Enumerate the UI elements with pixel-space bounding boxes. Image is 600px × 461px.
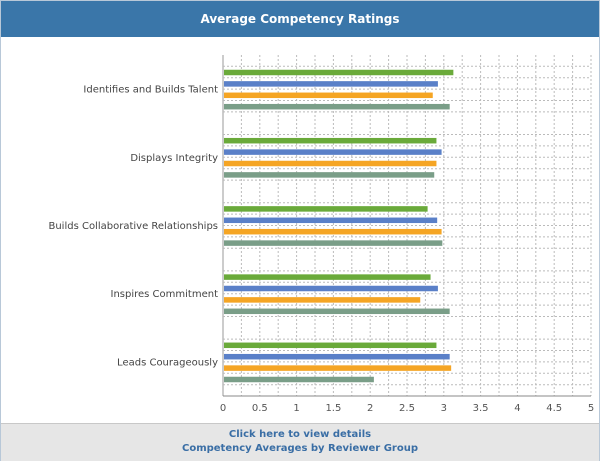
bar bbox=[224, 69, 454, 76]
bar bbox=[224, 103, 450, 110]
x-tick-label: 0 bbox=[220, 403, 226, 414]
view-details-link[interactable]: Click here to view details bbox=[228, 429, 372, 440]
category-label: Leads Courageously bbox=[117, 357, 218, 368]
bar bbox=[224, 342, 437, 349]
x-tick-label: 2 bbox=[367, 403, 373, 414]
bar bbox=[224, 172, 435, 178]
x-tick-label: 1.5 bbox=[325, 403, 341, 414]
x-tick-label: 4 bbox=[514, 403, 520, 414]
bar-chart-svg: Identifies and Builds Talent Displays Int… bbox=[48, 55, 594, 414]
category-label: Inspires Commitment bbox=[111, 289, 219, 300]
category-labels: Identifies and Builds Talent Displays Int… bbox=[48, 85, 218, 369]
x-axis-ticks: 0 0.5 1 1.5 2 2.5 3 3.5 4 4.5 5 bbox=[220, 403, 594, 414]
category-label: Displays Integrity bbox=[130, 153, 218, 164]
bar bbox=[224, 81, 438, 87]
bar bbox=[224, 160, 437, 167]
category-label: Builds Collaborative Relationships bbox=[48, 221, 218, 232]
bar bbox=[224, 228, 442, 235]
bar-layer bbox=[224, 69, 454, 383]
bar bbox=[224, 137, 437, 144]
x-tick-label: 0.5 bbox=[252, 403, 268, 414]
bar bbox=[224, 376, 374, 383]
bar bbox=[224, 217, 438, 224]
reviewer-group-link[interactable]: Competency Averages by Reviewer Group bbox=[181, 443, 418, 454]
chart-title: Average Competency Ratings bbox=[1, 1, 599, 37]
bar bbox=[224, 240, 443, 246]
bar bbox=[224, 285, 438, 292]
bar bbox=[224, 297, 421, 303]
footer-links: Click here to view details Competency Av… bbox=[1, 423, 599, 461]
x-tick-label: 4.5 bbox=[546, 403, 562, 414]
bar bbox=[224, 206, 428, 212]
bar bbox=[224, 308, 450, 315]
x-tick-label: 3 bbox=[441, 403, 447, 414]
bar bbox=[224, 353, 450, 360]
category-label: Identifies and Builds Talent bbox=[83, 85, 218, 96]
bar bbox=[224, 274, 431, 280]
bar bbox=[224, 92, 433, 99]
bar bbox=[224, 365, 452, 371]
x-tick-label: 3.5 bbox=[473, 403, 489, 414]
x-tick-label: 1 bbox=[293, 403, 299, 414]
bar bbox=[224, 149, 442, 155]
bar-chart: Identifies and Builds Talent Displays Int… bbox=[1, 37, 599, 423]
grid-layer bbox=[222, 55, 592, 397]
x-tick-label: 5 bbox=[588, 403, 594, 414]
x-tick-label: 2.5 bbox=[399, 403, 415, 414]
